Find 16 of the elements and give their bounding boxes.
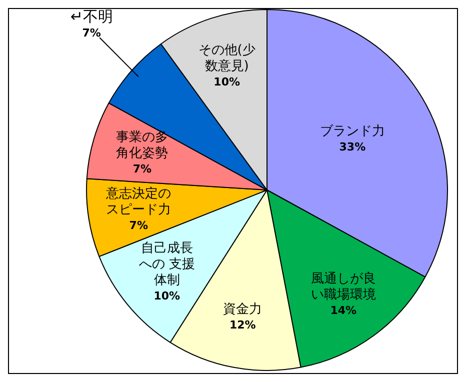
data-label: 12% [229, 318, 256, 332]
slice-label: 事業の多角化姿勢 [116, 130, 168, 162]
data-label: 14% [330, 304, 357, 317]
slice-label: 意志決定のスピード力 [105, 186, 172, 218]
slice-label: 自己成長への 支援体制 [138, 241, 195, 288]
data-label: 7% [129, 219, 148, 232]
slice-label: 風通しが良い職場環境 [310, 272, 376, 303]
data-label: 10% [214, 75, 240, 88]
data-label: 33% [339, 140, 366, 154]
slice-label: その他(少数意見) [198, 42, 256, 74]
data-label: 7% [82, 26, 101, 40]
slice-label: ブランド力 [320, 124, 385, 139]
data-label: 7% [132, 162, 152, 176]
data-label: 10% [154, 290, 180, 303]
slice-label: 資金力 [223, 302, 262, 318]
slice-label: ↵不明 [70, 8, 113, 26]
